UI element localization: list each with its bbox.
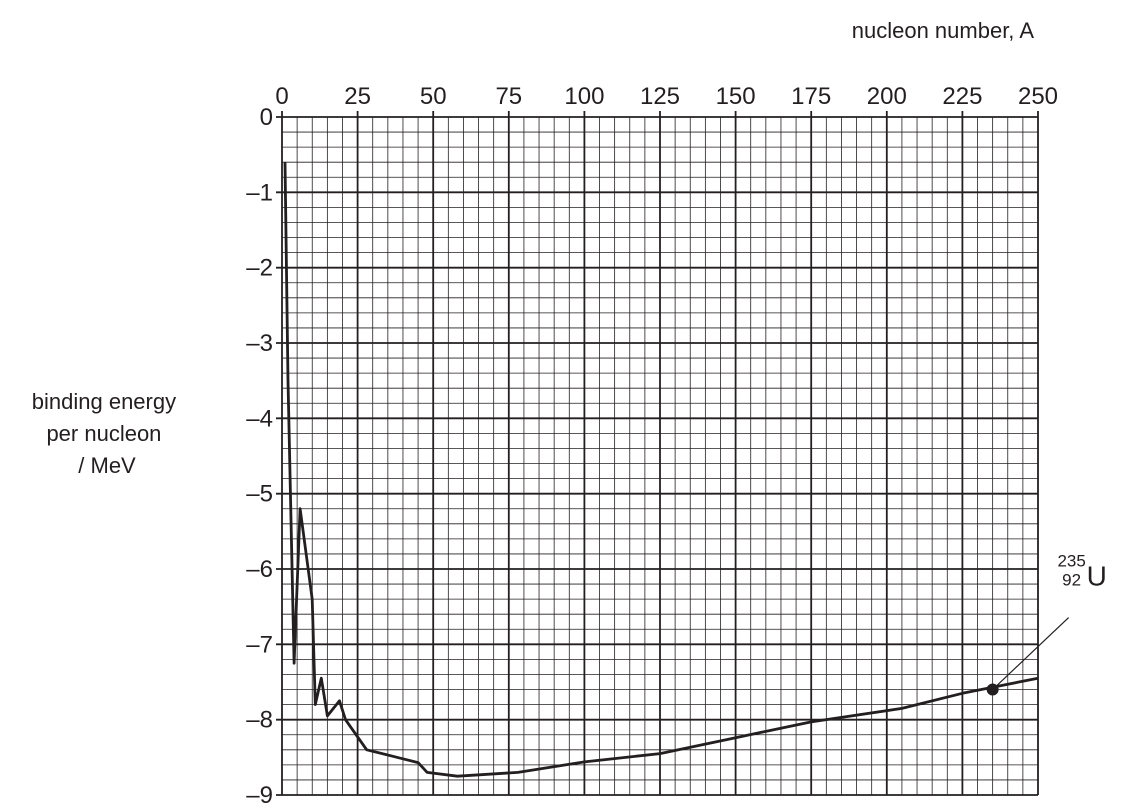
y-tick-label: –9 <box>246 782 273 805</box>
x-tick-label: 125 <box>640 83 680 110</box>
x-tick-label: 50 <box>420 83 447 110</box>
y-tick-label: –3 <box>246 330 273 357</box>
y-axis-title-line-2: per nucleon <box>46 421 161 446</box>
x-tick-label: 150 <box>716 83 756 110</box>
atomic-number-label: 92 <box>1062 571 1081 590</box>
x-tick-label: 75 <box>495 83 522 110</box>
major-grid <box>276 111 1039 796</box>
y-tick-label: –5 <box>246 481 273 508</box>
x-tick-label: 0 <box>275 83 288 110</box>
x-tick-label: 225 <box>942 83 982 110</box>
x-tick-label: 175 <box>791 83 831 110</box>
x-tick-label: 25 <box>344 83 371 110</box>
x-tick-label: 100 <box>564 83 604 110</box>
y-tick-label: 0 <box>260 104 273 131</box>
x-tick-labels: 0 25 50 75 100 125 150 175 200 225 250 <box>275 83 1058 110</box>
y-axis-title: binding energy per nucleon / MeV <box>32 389 182 478</box>
annotation-leader-line <box>992 617 1070 690</box>
x-tick-label: 200 <box>867 83 907 110</box>
curve-group <box>283 162 1039 778</box>
y-tick-label: –4 <box>246 405 273 432</box>
y-tick-labels: 0 –1 –2 –3 –4 –5 –6 –7 –8 –9 <box>246 104 273 805</box>
y-tick-label: –1 <box>246 179 273 206</box>
x-axis-title: nucleon number, A <box>852 18 1035 43</box>
y-tick-label: –7 <box>246 631 273 658</box>
series-line <box>283 162 1039 778</box>
annotation-marker <box>986 683 999 696</box>
element-symbol-label: U <box>1087 561 1107 592</box>
y-tick-label: –2 <box>246 255 273 282</box>
y-tick-label: –8 <box>246 707 273 734</box>
x-tick-label: 250 <box>1018 83 1058 110</box>
y-tick-label: –6 <box>246 556 273 583</box>
y-axis-title-line-1: binding energy <box>32 389 176 414</box>
y-axis-title-line-3: / MeV <box>78 453 136 478</box>
mass-number-label: 235 <box>1057 552 1085 571</box>
